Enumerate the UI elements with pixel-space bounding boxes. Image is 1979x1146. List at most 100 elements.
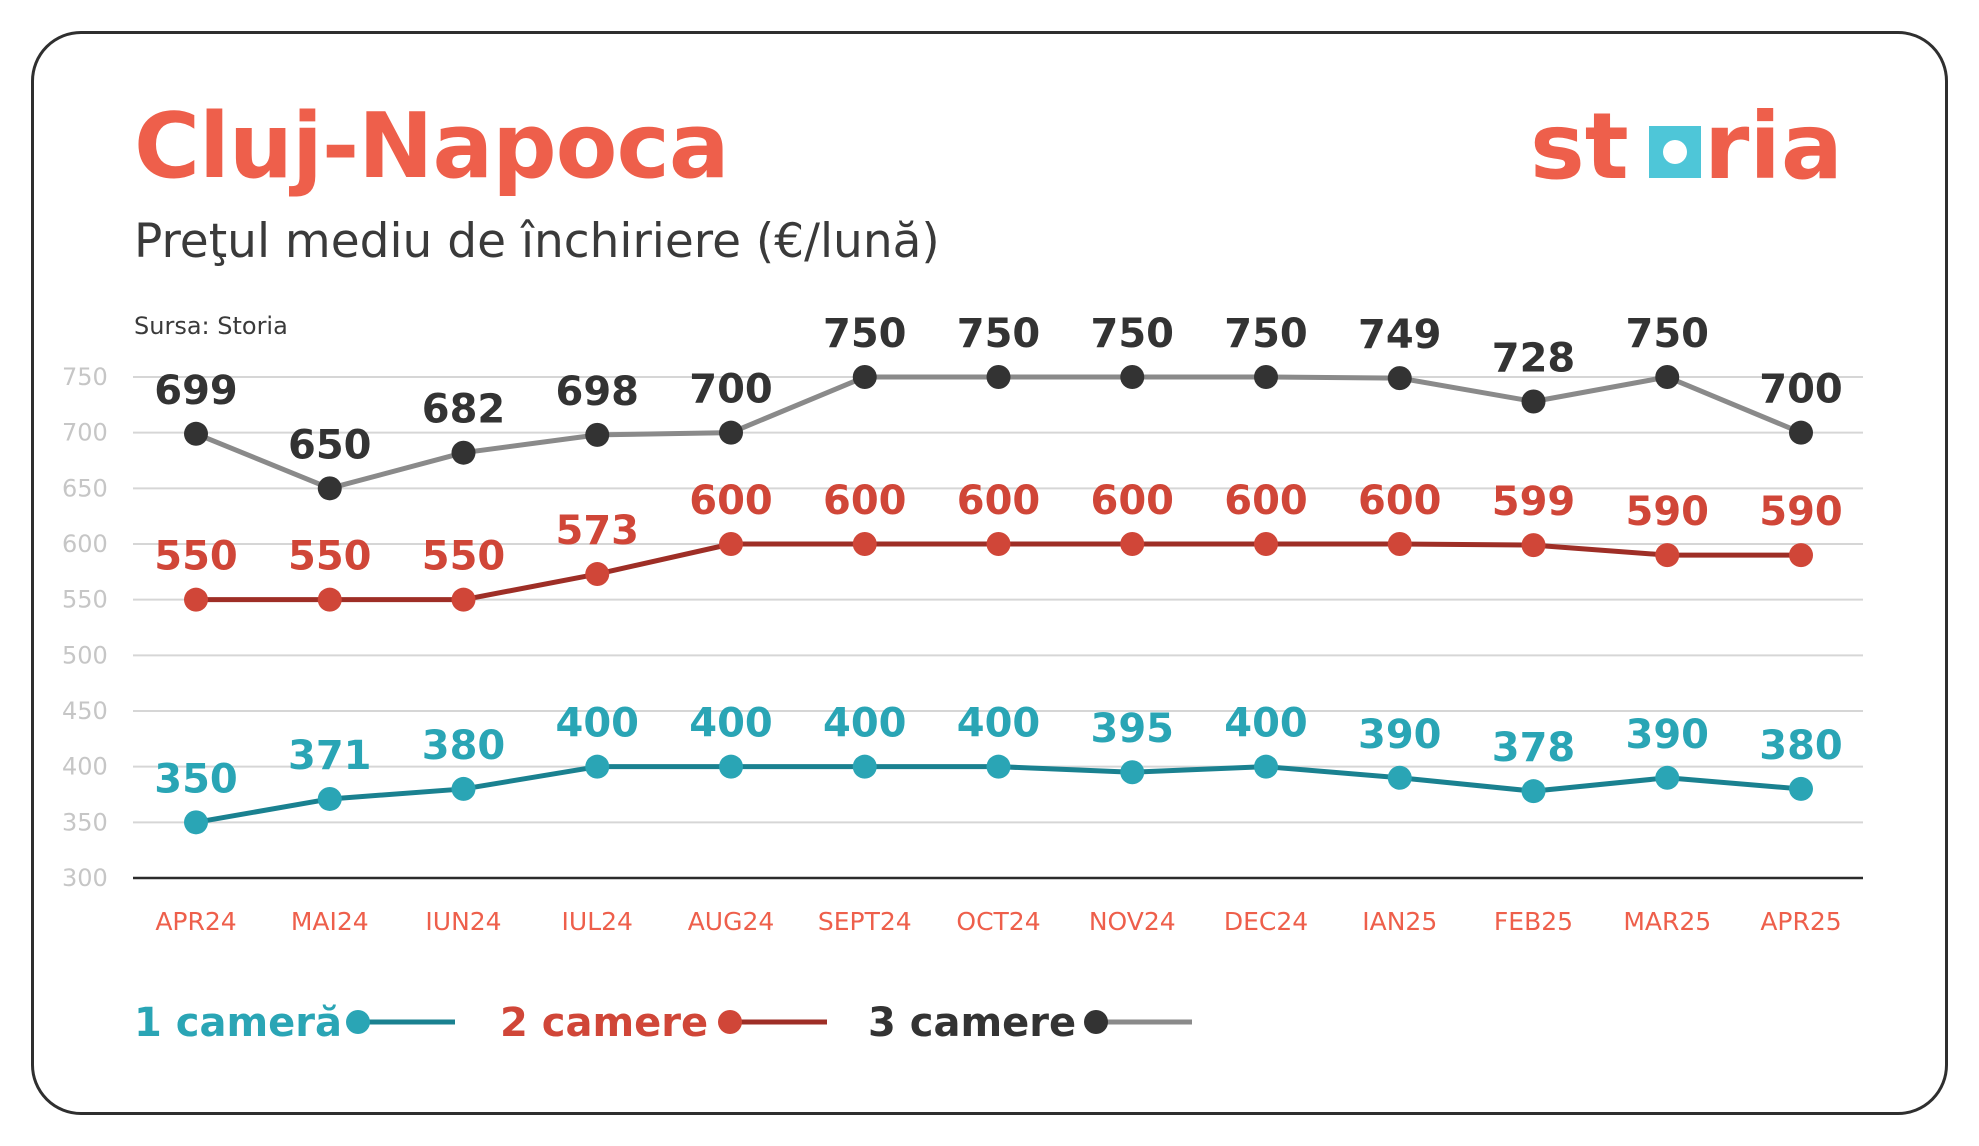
legend-marker-1	[346, 1010, 370, 1034]
data-label: 590	[1759, 489, 1843, 535]
data-point	[986, 365, 1011, 389]
x-tick-label: IAN25	[1362, 907, 1437, 936]
x-tick-label: MAR25	[1623, 907, 1711, 936]
data-point	[317, 476, 342, 501]
legend-label-3: 3 camere	[868, 1000, 1076, 1046]
x-tick-label: APR25	[1760, 907, 1841, 936]
data-label: 599	[1492, 479, 1576, 525]
data-label: 390	[1626, 712, 1710, 758]
data-point	[852, 754, 877, 779]
y-tick-label: 550	[62, 586, 108, 614]
data-point	[1254, 754, 1278, 779]
data-point	[1655, 365, 1680, 389]
data-label: 400	[556, 701, 640, 747]
data-point	[585, 754, 610, 779]
data-label: 400	[689, 701, 773, 747]
data-point	[719, 754, 743, 779]
data-label: 600	[823, 478, 907, 524]
data-point	[1254, 532, 1278, 556]
data-point	[317, 786, 342, 811]
data-label: 600	[957, 478, 1041, 524]
y-tick-label: 600	[62, 530, 108, 558]
data-point	[451, 587, 476, 612]
y-tick-label: 450	[62, 697, 108, 725]
data-label: 749	[1358, 312, 1442, 358]
data-point	[585, 422, 610, 447]
data-point	[986, 532, 1011, 556]
x-tick-label: IUL24	[562, 907, 633, 936]
data-label: 378	[1492, 725, 1576, 771]
data-label: 600	[1358, 478, 1442, 524]
data-point	[1789, 420, 1813, 445]
y-axis-ticks: 300 350 400 450 500 550 600 650 700 750	[62, 363, 108, 892]
data-point	[1387, 765, 1412, 790]
x-tick-label: NOV24	[1089, 907, 1176, 936]
data-label: 350	[154, 756, 238, 802]
data-point	[585, 562, 610, 587]
data-label: 728	[1492, 335, 1576, 381]
y-tick-label: 500	[62, 641, 108, 669]
data-label: 573	[556, 508, 640, 554]
data-point	[719, 420, 743, 445]
data-point	[1521, 779, 1546, 804]
y-tick-label: 350	[62, 808, 108, 836]
legend-label-2: 2 camere	[500, 1000, 708, 1046]
x-axis-ticks: APR24 MAI24 IUN24 IUL24 AUG24 SEPT24 OCT24 NOV2…	[155, 907, 1841, 936]
y-tick-label: 650	[62, 474, 108, 502]
data-label: 650	[288, 422, 372, 468]
data-point	[451, 776, 476, 801]
data-point	[852, 365, 877, 389]
logo-text-left: st	[1530, 96, 1629, 196]
data-point	[852, 532, 877, 556]
data-label: 600	[1224, 478, 1308, 524]
data-point	[1254, 365, 1278, 389]
data-label: 750	[1224, 311, 1308, 357]
data-point	[1655, 765, 1680, 790]
data-point	[317, 587, 342, 612]
data-point	[986, 754, 1011, 779]
x-tick-label: FEB25	[1494, 907, 1573, 936]
data-label: 400	[957, 701, 1041, 747]
x-tick-label: APR24	[155, 907, 236, 936]
data-label: 380	[422, 723, 506, 769]
data-point	[1120, 532, 1145, 556]
grid-lines	[133, 376, 1863, 880]
data-point	[1655, 543, 1680, 568]
data-point	[1521, 389, 1546, 414]
x-tick-label: MAI24	[291, 907, 369, 936]
data-point	[184, 587, 208, 612]
data-label: 600	[1091, 478, 1175, 524]
x-tick-label: SEPT24	[818, 907, 912, 936]
data-label: 600	[689, 478, 773, 524]
data-label: 550	[154, 534, 238, 580]
chart-card	[31, 31, 1948, 1115]
x-tick-label: IUN24	[425, 907, 501, 936]
data-label: 400	[1224, 701, 1308, 747]
data-point	[1387, 532, 1412, 556]
data-label: 699	[154, 368, 238, 414]
logo-dot-icon	[1663, 140, 1687, 164]
data-label: 550	[422, 534, 506, 580]
data-label: 750	[823, 311, 907, 357]
data-label: 750	[1091, 311, 1175, 357]
legend: 1 cameră 2 camere 3 camere	[134, 1000, 1192, 1046]
y-tick-label: 700	[62, 419, 108, 447]
chart-title: Cluj-Napoca	[134, 94, 730, 199]
series-3: 699 650 682 698 700 750 750 750 750 749 728 750 700	[154, 311, 1843, 501]
y-tick-label: 750	[62, 363, 108, 391]
data-label: 682	[422, 387, 506, 433]
data-point	[719, 532, 743, 556]
data-label: 371	[288, 733, 372, 779]
x-tick-label: DEC24	[1224, 907, 1308, 936]
series-1: 350 371 380 400 400 400 400 395 400 390 378 390 380	[154, 701, 1843, 835]
x-tick-label: AUG24	[688, 907, 775, 936]
data-point	[451, 440, 476, 465]
data-label: 590	[1626, 489, 1710, 535]
chart-subtitle: Preţul mediu de închiriere (€/lună)	[134, 214, 940, 269]
data-point	[1521, 533, 1546, 558]
legend-label-1: 1 cameră	[134, 1000, 342, 1046]
source-note: Sursa: Storia	[134, 312, 288, 340]
data-point	[184, 421, 208, 446]
data-point	[1387, 366, 1412, 391]
